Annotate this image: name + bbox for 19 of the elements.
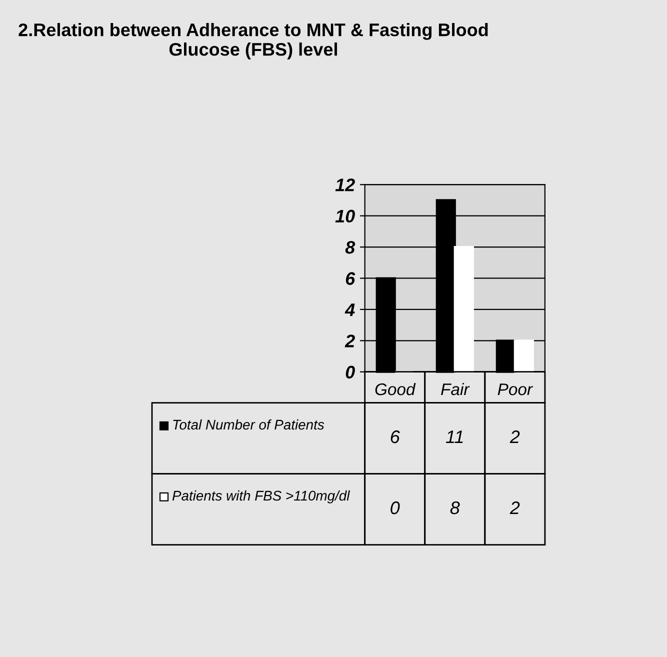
x-tick-label: Good (375, 382, 416, 396)
data-label: 2 (510, 501, 520, 514)
data-label: 6 (390, 430, 400, 444)
chart-title: 2.Relation between Adherance to MNT & Fasting Blood Glucose (FBS) level (18, 22, 488, 60)
x-tick-label: Poor (498, 384, 534, 396)
y-tick-label: 8 (345, 240, 356, 254)
x-tick-label: Fair (441, 382, 470, 396)
data-label: 2 (510, 430, 520, 444)
legend-label: Total Number of Patients (173, 419, 324, 430)
data-label: 11 (446, 430, 463, 444)
y-tick-label: 2 (344, 334, 355, 348)
legend-label: Patients with FBS >110mg/dl (172, 490, 350, 504)
y-tick-label: 6 (346, 272, 356, 285)
y-tick-label: 12 (335, 178, 355, 192)
y-tick-label: 0 (346, 366, 355, 379)
data-label: 0 (390, 501, 400, 514)
y-tick-label: 10 (335, 210, 355, 223)
data-label: 8 (450, 501, 460, 514)
y-tick-label: 4 (344, 304, 355, 316)
